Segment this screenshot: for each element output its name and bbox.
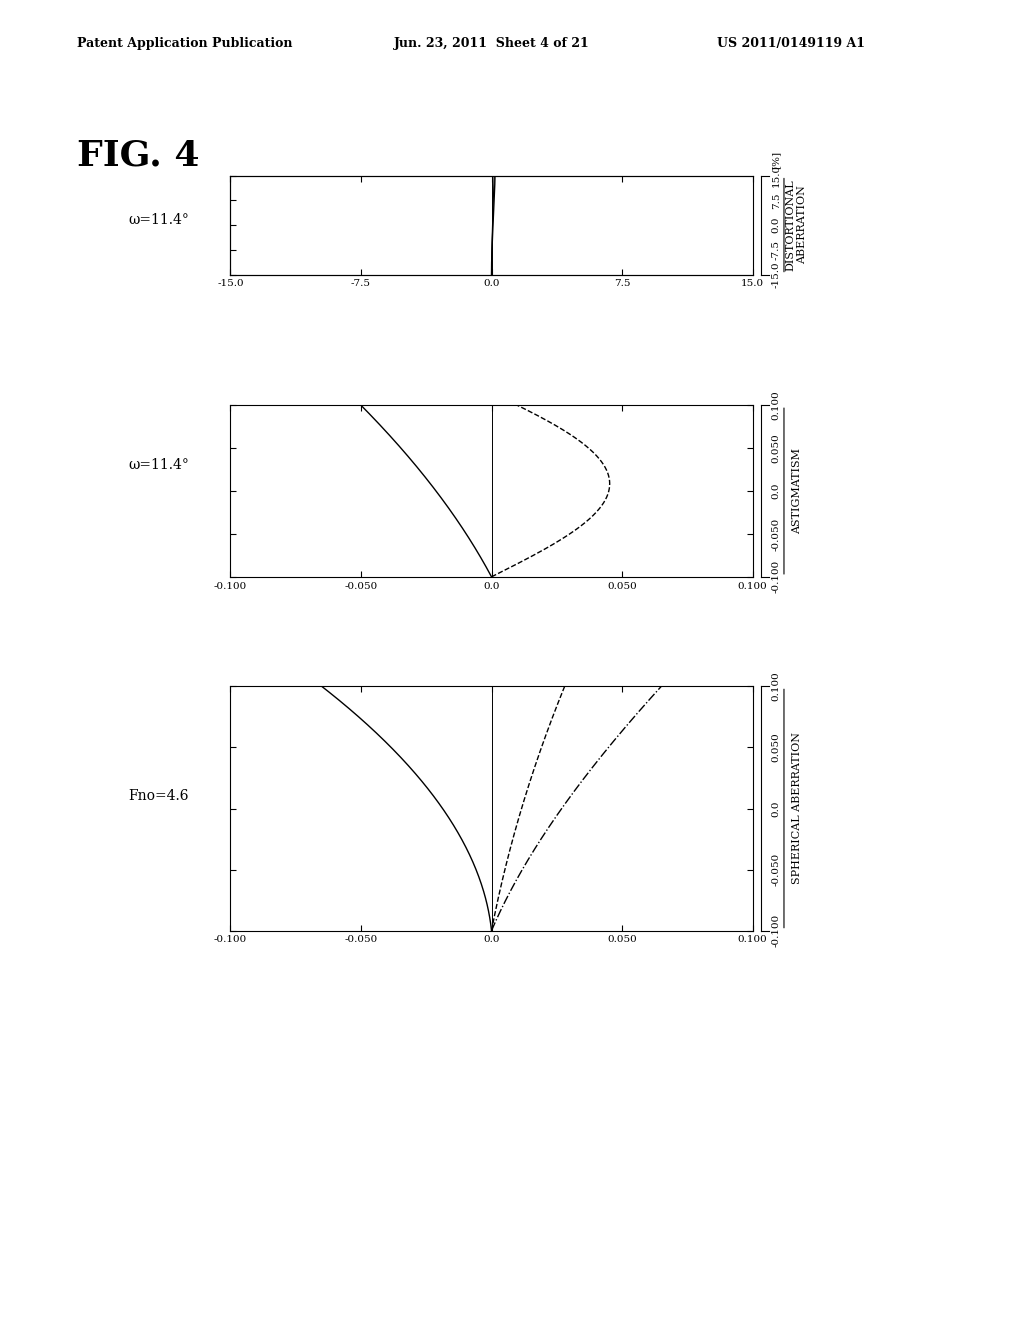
Text: -7.5: -7.5 [772,240,780,260]
Text: -0.050: -0.050 [772,517,780,550]
Text: -0.050: -0.050 [772,853,780,886]
Text: 15.0: 15.0 [772,164,780,187]
Text: 0.0: 0.0 [772,800,780,817]
Text: 0.050: 0.050 [772,433,780,463]
Text: Patent Application Publication: Patent Application Publication [77,37,292,50]
Text: US 2011/0149119 A1: US 2011/0149119 A1 [717,37,865,50]
Text: -0.100: -0.100 [772,560,780,594]
Text: ω=11.4°: ω=11.4° [128,458,188,473]
Text: 0.0: 0.0 [772,216,780,234]
Text: 0.050: 0.050 [772,733,780,763]
Text: ω=11.4°: ω=11.4° [128,213,188,227]
Text: 0.100: 0.100 [772,391,780,420]
Text: 0.0: 0.0 [772,483,780,499]
Text: Jun. 23, 2011  Sheet 4 of 21: Jun. 23, 2011 Sheet 4 of 21 [394,37,590,50]
Text: ASTIGMATISM: ASTIGMATISM [792,447,802,535]
Text: -15.0: -15.0 [772,261,780,288]
Text: SPHERICAL ABERRATION: SPHERICAL ABERRATION [792,733,802,884]
Text: FIG. 4: FIG. 4 [77,139,200,173]
Text: Fno=4.6: Fno=4.6 [128,789,188,804]
Text: [%]: [%] [772,150,780,169]
Text: 0.100: 0.100 [772,672,780,701]
Text: 7.5: 7.5 [772,191,780,209]
Text: -0.100: -0.100 [772,913,780,948]
Text: DISTORTIONAL
ABERRATION: DISTORTIONAL ABERRATION [785,180,808,271]
